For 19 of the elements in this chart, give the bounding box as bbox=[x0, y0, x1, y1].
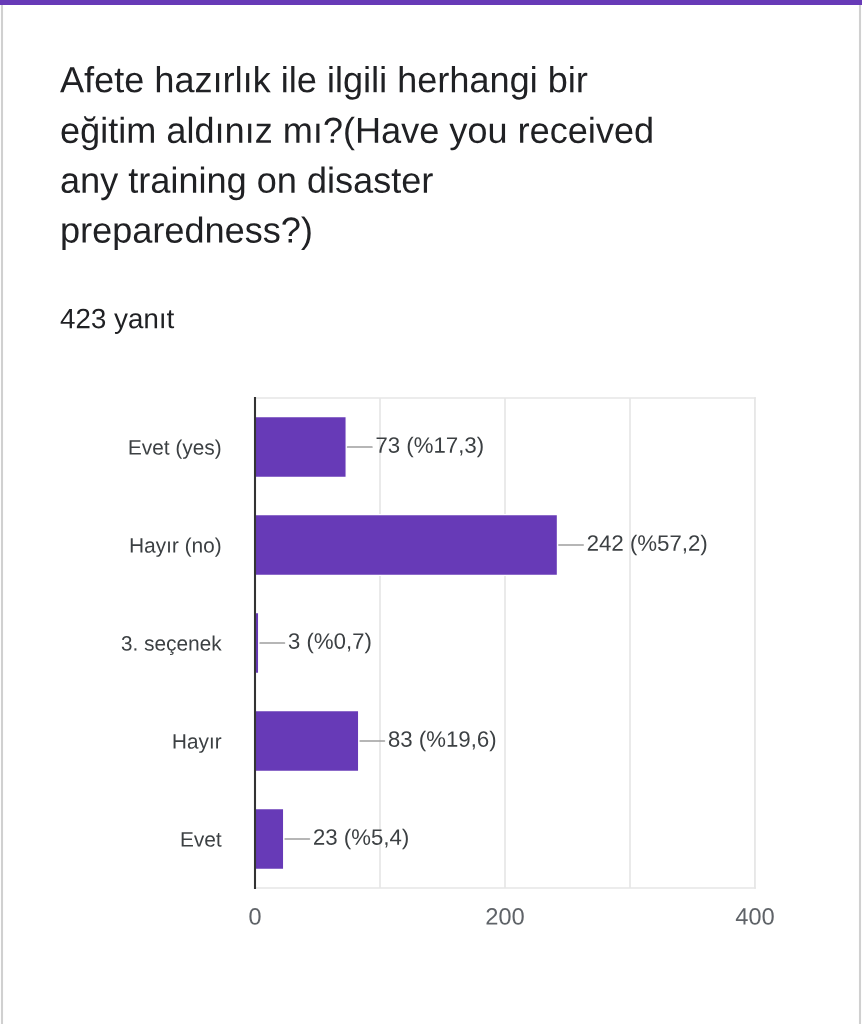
x-tick-label: 200 bbox=[486, 908, 524, 925]
x-tick-label: 400 bbox=[735, 908, 774, 925]
bar bbox=[255, 415, 347, 479]
chart-title: Afete hazırlık ile ilgili herhangi bir eğitim aldınız mı?(Have you received any training on disaster preparedness?) bbox=[60, 66, 652, 251]
x-tick-label: 0 bbox=[249, 908, 261, 925]
bar bbox=[255, 513, 559, 577]
y-tick-label: 3. seçenek bbox=[121, 635, 222, 655]
data-label: 83 (%19,6) bbox=[388, 730, 496, 752]
data-label: 23 (%5,4) bbox=[314, 828, 408, 850]
y-tick-label: Evet (yes) bbox=[129, 439, 221, 459]
y-tick-label: Hayır bbox=[173, 734, 222, 753]
data-label: 242 (%57,2) bbox=[587, 534, 707, 556]
data-label: 73 (%17,3) bbox=[376, 436, 483, 458]
bar bbox=[255, 807, 285, 871]
bar bbox=[255, 709, 360, 773]
data-label: 3 (%0,7) bbox=[288, 632, 371, 654]
y-tick-label: Evet bbox=[181, 832, 222, 847]
chart-subtitle: 423 yanıt bbox=[60, 308, 175, 334]
y-tick-label: Hayır (no) bbox=[130, 537, 221, 557]
